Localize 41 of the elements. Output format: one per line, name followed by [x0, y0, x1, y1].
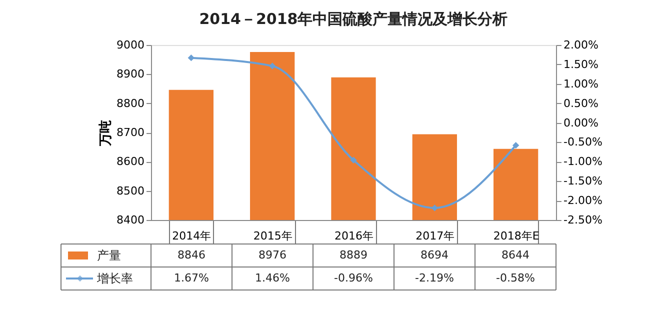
y2-tick-label: -1.50%: [564, 174, 602, 188]
y2-tick-label: 1.50%: [564, 58, 598, 71]
data-label: -2.19%: [415, 272, 454, 284]
y2-tick-label: -2.00%: [564, 194, 602, 208]
y-axis-title: 万吨: [98, 120, 114, 147]
data-label: 8889: [340, 248, 368, 262]
x-tick-label: 2016年: [334, 230, 374, 242]
x-tick-label: 2018年E: [493, 230, 540, 242]
point: [188, 54, 195, 62]
y-tick-label: 8800: [116, 96, 144, 110]
x-tick-label: 2014年: [172, 230, 212, 242]
legend-label: 增长率: [96, 272, 133, 286]
y2-tick-label: 1.00%: [564, 77, 598, 90]
data-label: 1.46%: [255, 272, 290, 284]
y2-tick-label: -1.00%: [564, 155, 602, 168]
y2-tick-label: 0.50%: [564, 96, 598, 110]
y-tick-label: 8900: [116, 68, 144, 81]
chart-title: 2014－2018年中国硫酸产量情况及增长分析: [199, 10, 508, 28]
y-tick-label: 8600: [116, 155, 144, 168]
y-tick-label: 8700: [116, 126, 144, 139]
y2-tick-label: -0.50%: [564, 136, 602, 149]
data-label: 8694: [420, 248, 448, 262]
point: [350, 156, 357, 164]
x-tick-label: 2017年: [416, 230, 455, 242]
y2-tick-label: -2.50%: [564, 214, 602, 226]
point: [431, 204, 438, 212]
y-tick-label: 8400: [116, 214, 144, 226]
y-tick-label: 9000: [116, 38, 144, 52]
point: [268, 62, 276, 70]
legend-label: 产量: [97, 248, 121, 262]
data-label: 1.67%: [174, 272, 209, 284]
point: [512, 142, 520, 149]
y2-tick-label: 0.00%: [564, 116, 598, 130]
data-label: 8976: [258, 248, 286, 262]
data-label: -0.96%: [334, 272, 373, 284]
y2-tick-label: 2.00%: [564, 38, 598, 52]
y-tick-label: 8500: [116, 184, 144, 198]
data-label: 8644: [502, 248, 530, 262]
data-label: -0.58%: [496, 272, 535, 284]
data-label: 8846: [178, 248, 206, 262]
x-tick-label: 2015年: [253, 230, 292, 242]
